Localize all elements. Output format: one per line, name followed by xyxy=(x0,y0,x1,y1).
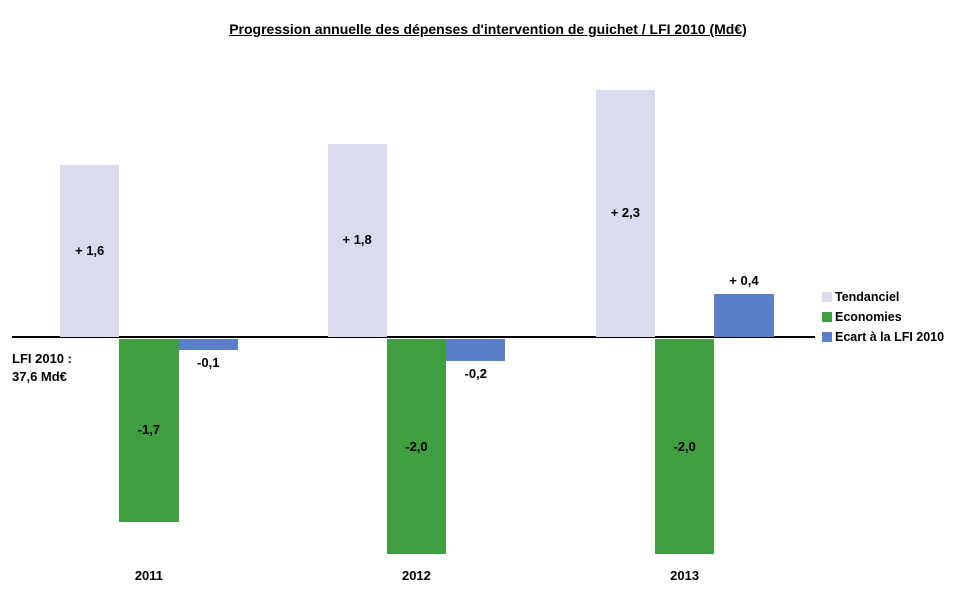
legend-item-economies: Economies xyxy=(822,307,944,327)
chart-title: Progression annuelle des dépenses d'inte… xyxy=(4,21,968,37)
baseline-note-line1: LFI 2010 : xyxy=(12,351,72,366)
bar-label-economies-2013: -2,0 xyxy=(673,438,696,454)
bar-label-ecart-a-la-lfi-2010-2012: -0,2 xyxy=(464,365,487,381)
legend-swatch-icon xyxy=(822,332,832,342)
bar-label-tendanciel-2013: + 2,3 xyxy=(610,205,640,221)
legend-item-tendanciel: Tendanciel xyxy=(822,287,944,307)
bar-label-ecart-a-la-lfi-2010-2011: -0,1 xyxy=(197,354,220,370)
bar-tendanciel-2011 xyxy=(60,165,120,337)
bar-tendanciel-2012 xyxy=(327,143,387,337)
legend-item-label: Tendanciel xyxy=(835,290,900,304)
x-axis-label-2011: 2011 xyxy=(134,568,164,583)
bar-label-tendanciel-2011: + 1,6 xyxy=(75,243,105,258)
bar-economies-2013 xyxy=(655,339,715,554)
bar-tendanciel-2013 xyxy=(595,89,655,337)
legend-swatch-icon xyxy=(822,312,832,322)
bar-label-economies-2012: -2,0 xyxy=(405,438,428,454)
bar-ecart-a-la-lfi-2010-2013 xyxy=(714,294,774,337)
bar-ecart-a-la-lfi-2010-2011 xyxy=(178,339,238,350)
chart-title-text: Progression annuelle des dépenses d'inte… xyxy=(229,21,747,37)
bar-ecart-a-la-lfi-2010-2012 xyxy=(446,339,506,361)
x-axis-label-2012: 2012 xyxy=(401,568,431,583)
legend-item-label: Economies xyxy=(835,310,902,324)
bar-label-economies-2011: -1,7 xyxy=(137,422,161,438)
baseline-note: LFI 2010 : 37,6 Md€ xyxy=(12,350,72,386)
legend-item-ecart-a-la-lfi-2010: Ecart à la LFI 2010 xyxy=(822,327,944,347)
x-axis-label-2013: 2013 xyxy=(670,568,700,583)
x-axis-line xyxy=(12,336,815,338)
legend-item-label: Ecart à la LFI 2010 xyxy=(835,330,945,344)
bar-label-tendanciel-2012: + 1,8 xyxy=(342,232,372,248)
bar-economies-2012 xyxy=(386,339,447,554)
legend: Tendanciel Economies Ecart à la LFI 2010 xyxy=(822,287,944,347)
baseline-note-line2: 37,6 Md€ xyxy=(12,369,67,384)
bar-label-ecart-a-la-lfi-2010-2013: + 0,4 xyxy=(729,273,759,288)
bar-economies-2011 xyxy=(119,339,179,522)
legend-swatch-icon xyxy=(822,292,832,302)
